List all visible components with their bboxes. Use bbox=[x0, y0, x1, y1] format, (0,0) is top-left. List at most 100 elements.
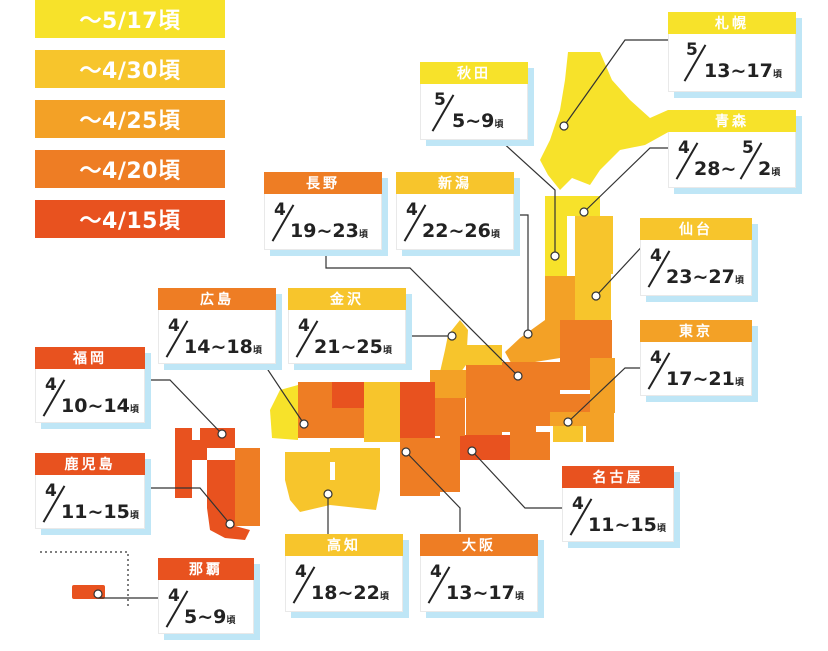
callout-sendai: 仙台 4 23~27頃 bbox=[640, 218, 758, 302]
month: 4 bbox=[572, 494, 584, 514]
region-wakayama bbox=[400, 468, 440, 496]
region-toyama bbox=[466, 345, 502, 365]
region-fukui bbox=[430, 370, 466, 398]
month-2: 5 bbox=[742, 138, 754, 158]
region-hokkaido bbox=[540, 52, 672, 190]
callout-osaka: 大阪 4 13~17頃 bbox=[420, 534, 544, 618]
region-shiga bbox=[435, 398, 465, 436]
region-shizuoka bbox=[510, 432, 550, 460]
marker-fukuoka bbox=[217, 429, 227, 439]
callout-hiroshima: 広島 4 14~18頃 bbox=[158, 288, 282, 370]
city-markers bbox=[93, 121, 601, 599]
region-tochigi bbox=[560, 358, 590, 390]
callout-niigata: 新潟 4 22~26頃 bbox=[396, 172, 520, 256]
region-mie bbox=[440, 436, 460, 492]
callout-fukuoka: 福岡 4 10~14頃 bbox=[35, 347, 151, 429]
month: 4 bbox=[678, 138, 690, 158]
callout-kochi: 高知 4 18~22頃 bbox=[285, 534, 409, 618]
callout-nagano: 長野 4 19~23頃 bbox=[264, 172, 388, 256]
region-gifu bbox=[466, 365, 502, 435]
city-name: 大阪 bbox=[420, 534, 538, 556]
region-tokushima bbox=[335, 462, 380, 490]
legend-item-3: 〜4/25頃 bbox=[35, 100, 225, 138]
region-chiba bbox=[586, 412, 614, 442]
month: 5 bbox=[686, 40, 698, 60]
region-yamaguchi bbox=[270, 385, 298, 440]
marker-hiroshima bbox=[299, 419, 309, 429]
days: 11~15頃 bbox=[61, 501, 139, 523]
marker-kochi bbox=[323, 489, 333, 499]
city-name: 福岡 bbox=[35, 347, 145, 369]
month: 4 bbox=[298, 316, 310, 336]
city-name: 東京 bbox=[640, 320, 752, 342]
city-name: 青森 bbox=[668, 110, 796, 132]
days: 17~21頃 bbox=[666, 368, 744, 390]
region-niigata bbox=[505, 320, 560, 370]
marker-naha bbox=[93, 589, 103, 599]
city-name: 秋田 bbox=[420, 62, 528, 84]
region-iwate bbox=[575, 216, 613, 274]
region-kyoto bbox=[400, 382, 435, 438]
marker-sendai bbox=[591, 291, 601, 301]
region-ehime bbox=[285, 452, 330, 480]
region-saitama bbox=[548, 394, 590, 412]
month: 4 bbox=[650, 246, 662, 266]
region-aichi bbox=[460, 435, 510, 460]
region-aomori bbox=[562, 196, 600, 216]
month: 4 bbox=[430, 562, 442, 582]
legend-item-5: 〜4/15頃 bbox=[35, 200, 225, 238]
days: 28~ bbox=[694, 158, 737, 180]
callout-tokyo: 東京 4 17~21頃 bbox=[640, 320, 758, 402]
marker-aomori bbox=[579, 207, 589, 217]
marker-nagoya bbox=[467, 446, 477, 456]
month: 4 bbox=[168, 316, 180, 336]
marker-nagano bbox=[513, 371, 523, 381]
month: 4 bbox=[295, 562, 307, 582]
marker-tokyo bbox=[563, 417, 573, 427]
city-name: 名古屋 bbox=[562, 466, 674, 488]
month: 4 bbox=[406, 200, 418, 220]
days: 5~9頃 bbox=[184, 606, 236, 628]
marker-akita bbox=[550, 251, 560, 261]
region-kagawa bbox=[330, 448, 380, 462]
city-name: 那覇 bbox=[158, 558, 254, 580]
days: 5~9頃 bbox=[452, 110, 504, 132]
okinawa-inset-border bbox=[40, 551, 129, 608]
month: 4 bbox=[168, 586, 180, 606]
region-okayama bbox=[332, 408, 364, 438]
region-ishikawa bbox=[440, 320, 468, 380]
city-name: 札幌 bbox=[668, 12, 796, 34]
callout-nagoya: 名古屋 4 11~15頃 bbox=[562, 466, 680, 548]
days: 11~15頃 bbox=[588, 514, 666, 536]
days: 22~26頃 bbox=[422, 220, 500, 242]
city-name: 金沢 bbox=[288, 288, 406, 310]
region-nagasaki bbox=[175, 428, 192, 498]
callout-aomori: 青森 4 28~ 5 2頃 bbox=[668, 110, 802, 194]
marker-niigata bbox=[523, 329, 533, 339]
legend-item-2: 〜4/30頃 bbox=[35, 50, 225, 88]
days: 21~25頃 bbox=[314, 336, 392, 358]
callout-naha: 那覇 4 5~9頃 bbox=[158, 558, 260, 640]
region-oita bbox=[235, 448, 260, 486]
region-shimane bbox=[298, 382, 332, 408]
days: 23~27頃 bbox=[666, 266, 744, 288]
days: 18~22頃 bbox=[311, 582, 389, 604]
month: 4 bbox=[650, 348, 662, 368]
month: 5 bbox=[434, 90, 446, 110]
city-name: 広島 bbox=[158, 288, 276, 310]
region-yamanashi bbox=[536, 394, 550, 426]
region-hyogo bbox=[364, 382, 400, 442]
days-2: 2頃 bbox=[758, 158, 781, 180]
legend-item-1: 〜5/17頃 bbox=[35, 0, 225, 38]
callout-kagoshima: 鹿児島 4 11~15頃 bbox=[35, 453, 151, 535]
days: 19~23頃 bbox=[290, 220, 368, 242]
month: 4 bbox=[45, 375, 57, 395]
region-kumamoto bbox=[207, 460, 235, 508]
region-tottori bbox=[332, 382, 364, 408]
region-ibaraki bbox=[590, 358, 615, 413]
region-fukushima bbox=[560, 320, 612, 358]
city-name: 鹿児島 bbox=[35, 453, 145, 475]
leader-lines bbox=[98, 39, 668, 599]
marker-sapporo bbox=[559, 121, 569, 131]
city-name: 長野 bbox=[264, 172, 382, 194]
